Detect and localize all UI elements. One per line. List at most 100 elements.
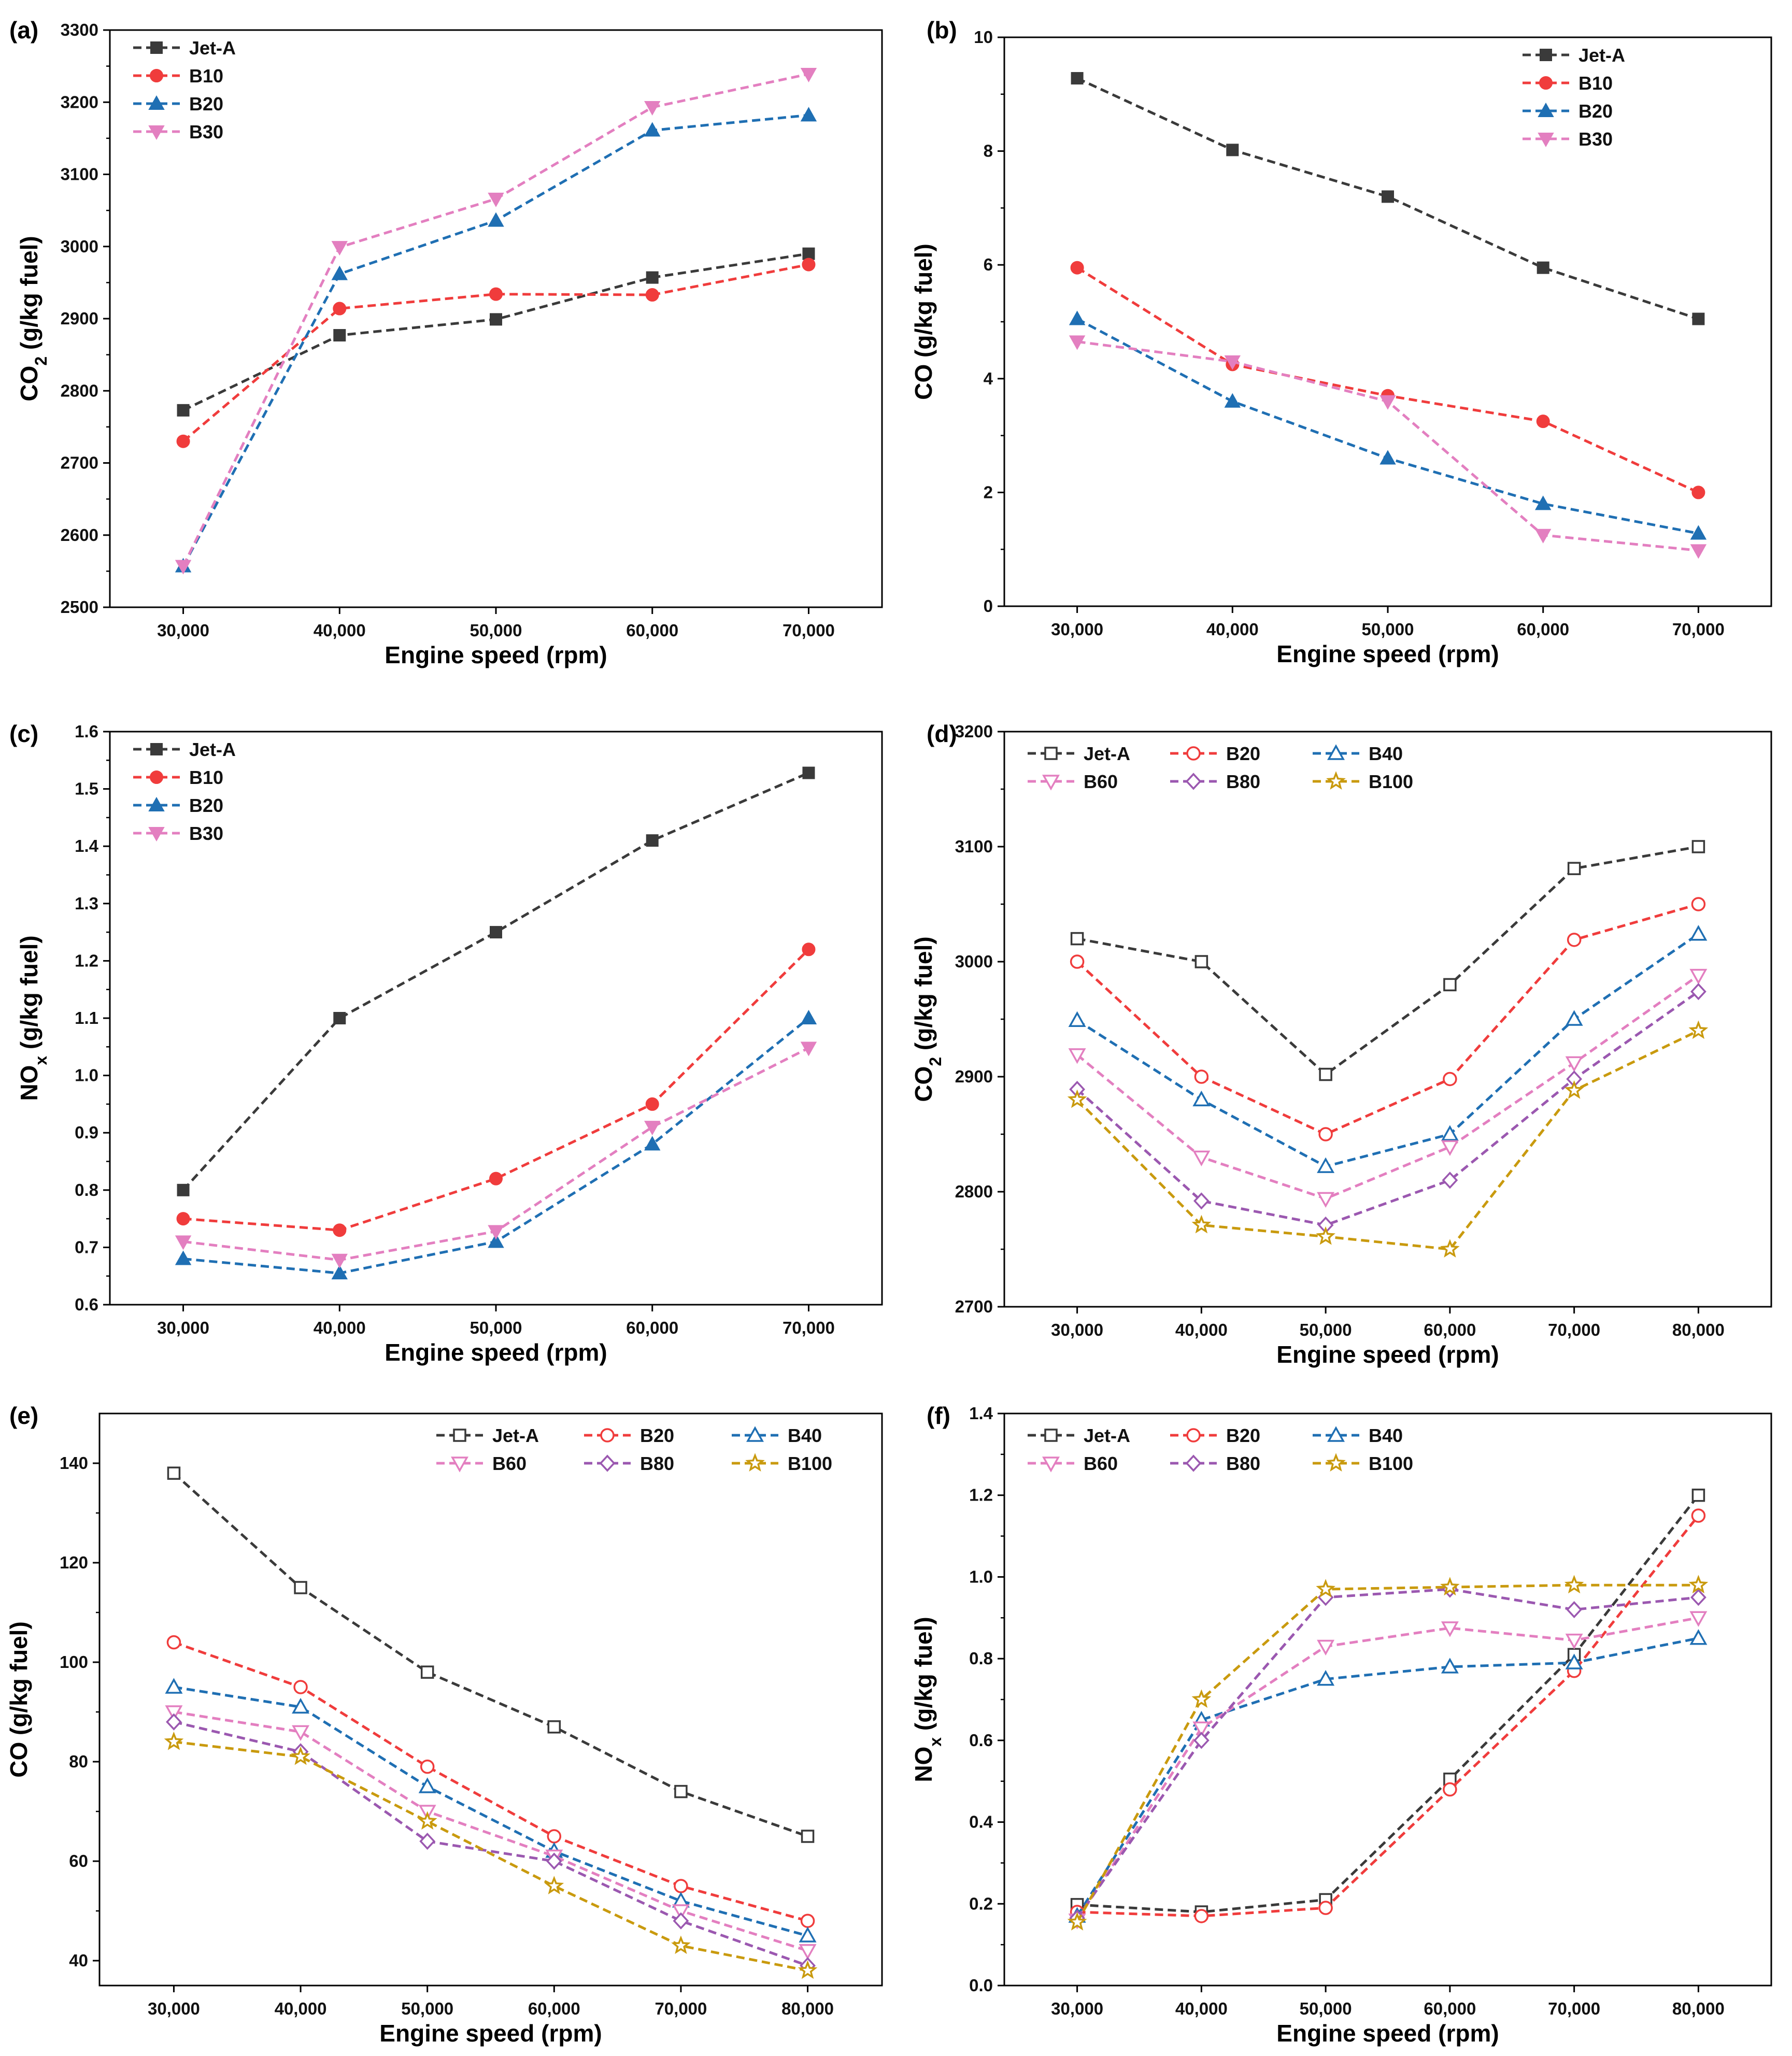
panel-d-x-tick-label: 30,000 [1051,1320,1103,1339]
panel-d-letter: (d) [927,720,957,747]
panel-c-series-b10-point [176,1212,190,1226]
panel-c-x-tick-label: 30,000 [157,1318,209,1337]
panel-f-series-b100-point [1688,1575,1709,1594]
panel-a-legend-swatch-marker [150,69,163,82]
panel-a-series-b30-point [800,67,817,82]
panel-e-series-jet-a [167,1466,815,1843]
panel-f-y-tick-label: 1.0 [969,1567,993,1586]
panel-d-series-b100 [1067,1020,1709,1258]
panel-a-series-b10-point [333,302,347,316]
panel-f-series-b20-point [1194,1909,1209,1923]
panel-a: (a) 30,000 40,000 50,000 60,000 70,000 2500 260… [9,17,883,668]
panel-f-series-b40-point [1317,1669,1335,1686]
panel-d-series-b60-point [1192,1150,1211,1166]
panel-d-series-b40-point [1317,1157,1335,1173]
panel-d-legend-label: B40 [1369,743,1403,764]
panel-d-legend-item-jet-a: Jet-A [1028,743,1130,764]
panel-b-legend-swatch-marker [1540,49,1552,61]
panel-c-legend-label: B30 [189,823,223,844]
panel-c-series-b10-point [333,1223,347,1237]
panel-d-series-jet-a-point [1319,1067,1332,1081]
panel-c-y-tick-label: 1.6 [75,722,98,741]
panel-e-series-jet-a-point [167,1466,181,1480]
panel-c-x-axis-title: Engine speed (rpm) [385,1339,607,1366]
panel-d-legend-item-b80: B80 [1170,771,1260,792]
panel-e-series-jet-a-point [294,1581,307,1594]
panel-e-series-b60-point [165,1705,183,1721]
panel-e-legend-label: B80 [640,1453,674,1474]
panel-e-y-tick-label: 40 [69,1951,88,1970]
panel-a-legend-item-b20: B20 [133,93,223,115]
panel-e-legend-swatch-marker [453,1429,466,1442]
panel-d-x-axis-title: Engine speed (rpm) [1276,1341,1499,1368]
panel-c-series-b30-point [488,1225,504,1240]
panel-b-series-b10-point [1691,486,1705,499]
panel-b-series-jet-a [1071,72,1705,325]
panel-a-series-b20 [175,107,817,573]
panel-f: (f) 30,000 40,000 50,000 60,000 70,000 80,000 0… [910,1402,1772,2047]
panel-f-series-b40-point [1441,1658,1459,1674]
panel-f-legend-label: Jet-A [1084,1425,1130,1446]
panel-d-legend-item-b60: B60 [1028,771,1118,792]
panel-d-legend-item-b100: B100 [1313,771,1413,792]
panel-c-series-b20 [175,1009,817,1280]
panel-c-series-b20-point [488,1233,504,1248]
panel-e-series-b80-point [673,1912,689,1930]
panel-b-series-b20-point [1224,393,1241,408]
panel-a-series-b10-point [802,258,816,272]
panel-c-series-b20-point [644,1136,661,1151]
panel-e-series-b100-point [164,1731,184,1750]
panel-a-y-axis-title: CO2 (g/kg fuel) [16,236,50,401]
panel-f-x-axis-title: Engine speed (rpm) [1276,2020,1499,2047]
panel-f-series-b40-point [1689,1629,1708,1645]
panel-f-legend-swatch-marker [1044,1429,1058,1442]
panel-c-y-tick-label: 0.9 [75,1123,98,1142]
panel-e-series-b40-line [174,1686,808,1937]
panel-a-x-tick-label: 70,000 [783,621,835,640]
panel-f-series-b20-point [1443,1782,1457,1797]
panel-d-series-b60-line [1076,974,1699,1200]
panel-f-series-b60-point [1565,1633,1583,1650]
panel-a-series-jet-a [177,247,815,417]
panel-f-series-b20-point [1318,1901,1333,1915]
panel-e-legend-label: Jet-A [492,1425,539,1446]
panel-c-x-tick-label: 50,000 [470,1318,522,1337]
panel-d-x-tick-label: 40,000 [1175,1320,1228,1339]
panel-c-series-jet-a-point [333,1012,346,1024]
panel-b-series-jet-a-point [1226,144,1239,156]
panel-f-series-jet-a-line [1077,1494,1700,1914]
panel-e-legend-swatch-marker [599,1454,616,1472]
panel-b-y-tick-label: 0 [984,596,993,616]
panel-e-series-b80-point [419,1833,436,1850]
panel-a-series-jet-a-point [646,271,659,284]
panel-f-series-b100 [1067,1575,1709,1931]
panel-f-legend-swatch-marker [1186,1428,1201,1443]
panel-e-y-tick-label: 80 [69,1752,88,1771]
panel-d-legend-label: B20 [1226,743,1260,764]
panel-c-x-tick-label: 40,000 [314,1318,366,1337]
panel-d-y-tick-label: 3100 [955,837,993,856]
panel-c-legend: Jet-A B10 B20 B30 [133,739,236,844]
panel-b-series-jet-a-point [1071,72,1084,85]
panel-a-series-b10-point [645,288,659,302]
panel-c-series-b10-point [802,943,816,956]
panel-d-x-tick-label: 60,000 [1424,1320,1476,1339]
panel-e-y-tick-label: 140 [60,1453,88,1473]
panel-e-legend-swatch-marker [745,1453,765,1472]
panel-b: (b) 30,000 40,000 50,000 60,000 70,000 0 2 4 6 8 10… [910,17,1772,667]
panel-b-x-tick-label: 60,000 [1517,620,1569,639]
panel-a-series-jet-a-point [333,329,346,342]
panel-b-series-b30-point [1690,544,1707,559]
panel-f-y-tick-label: 0.2 [969,1894,993,1913]
panel-f-legend-label: B80 [1226,1453,1260,1474]
panel-b-x-tick-label: 70,000 [1672,620,1725,639]
panel-d-series-jet-a-point [1691,840,1705,853]
panel-f-series-b80-point [1566,1601,1583,1619]
panel-e-series-b60-point [672,1904,690,1920]
panel-d-legend-swatch-marker [1044,747,1058,760]
panel-c-series-jet-a-point [802,766,815,779]
panel-c: (c) 30,000 40,000 50,000 60,000 70,000 0.6 0.7 0… [9,720,883,1366]
panel-e-y-tick-label: 120 [60,1553,88,1572]
panel-c-series-b30-point [800,1041,817,1056]
